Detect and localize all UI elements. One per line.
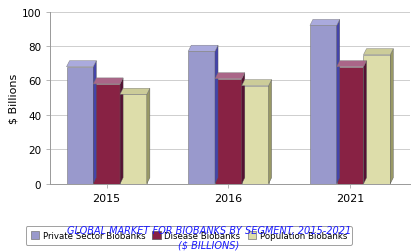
Text: GLOBAL MARKET FOR BIOBANKS BY SEGMENT, 2015-2021: GLOBAL MARKET FOR BIOBANKS BY SEGMENT, 2…	[67, 226, 351, 236]
Text: ($ BILLIONS): ($ BILLIONS)	[178, 239, 240, 249]
Polygon shape	[390, 49, 393, 184]
Bar	[120, 95, 147, 184]
Polygon shape	[93, 79, 123, 85]
Polygon shape	[364, 49, 393, 55]
Bar	[242, 86, 268, 184]
Bar	[188, 52, 215, 184]
Bar	[364, 55, 390, 184]
Polygon shape	[120, 79, 123, 184]
Bar	[310, 26, 337, 184]
Polygon shape	[120, 89, 150, 95]
Polygon shape	[215, 73, 245, 79]
Polygon shape	[337, 61, 367, 68]
Polygon shape	[147, 89, 150, 184]
Polygon shape	[242, 80, 272, 86]
Polygon shape	[310, 20, 340, 26]
Polygon shape	[242, 73, 245, 184]
Bar	[66, 68, 93, 184]
Polygon shape	[188, 46, 218, 52]
Polygon shape	[268, 80, 272, 184]
Bar	[93, 85, 120, 184]
Bar	[215, 79, 242, 184]
Polygon shape	[364, 61, 367, 184]
Polygon shape	[93, 61, 96, 184]
Polygon shape	[66, 61, 96, 68]
Bar	[337, 68, 364, 184]
Y-axis label: $ Billions: $ Billions	[9, 73, 19, 123]
Polygon shape	[337, 20, 340, 184]
Polygon shape	[215, 46, 218, 184]
Legend: Private Sector Biobanks, Disease Biobanks, Population Biobanks: Private Sector Biobanks, Disease Biobank…	[26, 226, 352, 245]
